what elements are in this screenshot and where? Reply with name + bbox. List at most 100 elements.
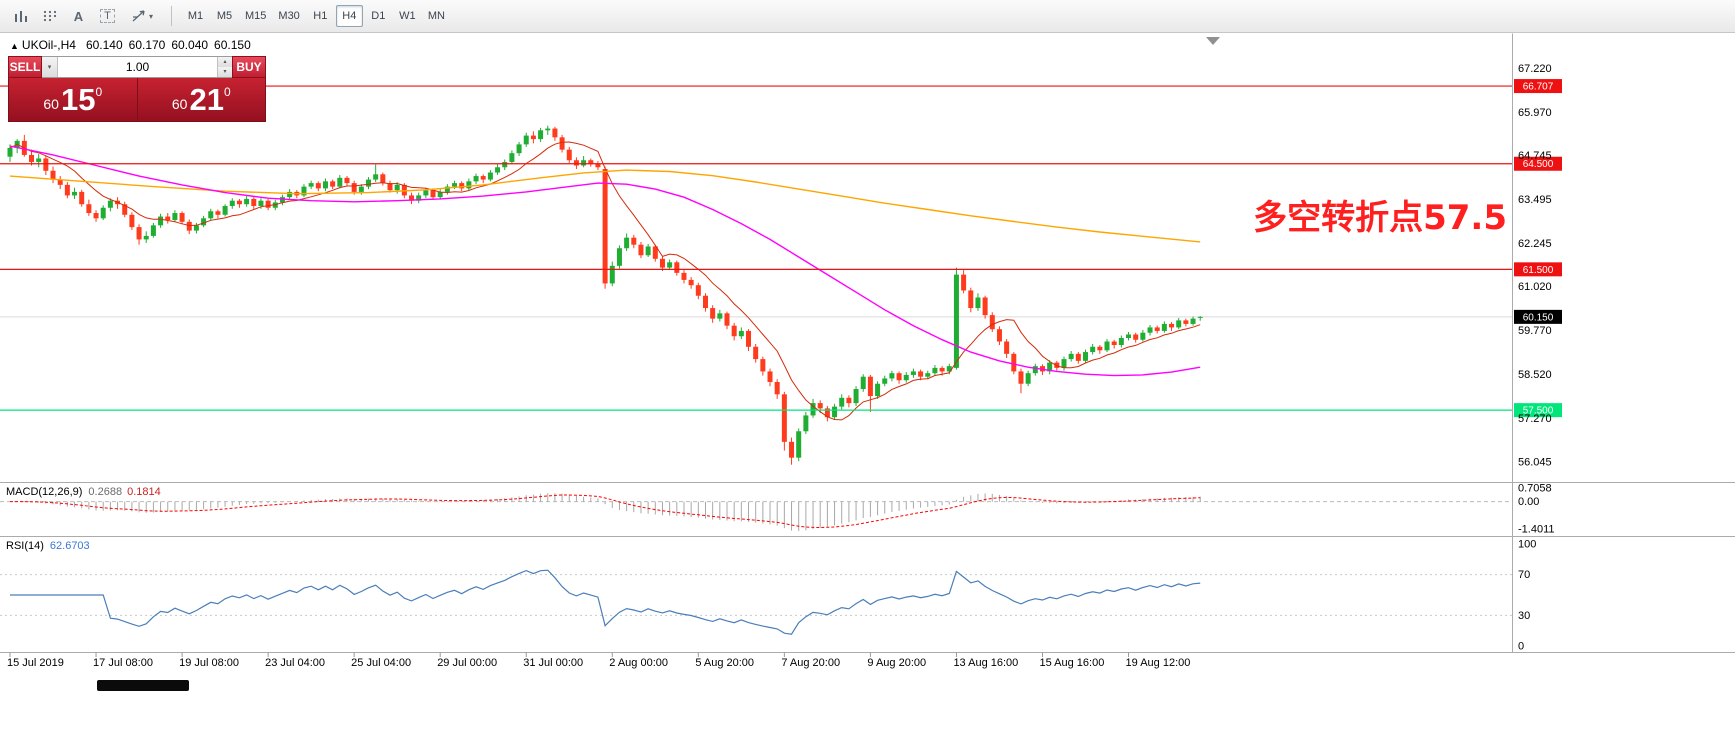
- indicators-grid-icon: [42, 8, 58, 24]
- volume-input[interactable]: [58, 57, 217, 77]
- svg-text:15 Aug 16:00: 15 Aug 16:00: [1039, 657, 1104, 669]
- svg-text:63.495: 63.495: [1518, 194, 1552, 206]
- buy-price-big: 21: [189, 82, 224, 117]
- buy-button[interactable]: BUY: [232, 56, 266, 78]
- rsi-pane: 100 70 30 0: [0, 539, 1536, 653]
- hline-price-tag: [1514, 156, 1562, 171]
- svg-text:7 Aug 20:00: 7 Aug 20:00: [781, 657, 840, 669]
- current-price-tag: [1514, 309, 1562, 324]
- svg-text:64.500: 64.500: [1523, 159, 1554, 170]
- candles-layer: [7, 125, 1203, 465]
- low-value: 60.040: [171, 38, 209, 52]
- svg-text:56.045: 56.045: [1518, 456, 1552, 468]
- bar-chart-button[interactable]: [7, 4, 34, 28]
- ma-slow-line: [9, 169, 1201, 243]
- high-value: 60.170: [128, 38, 166, 52]
- volume-dropdown-button[interactable]: ▾: [42, 57, 58, 77]
- svg-text:5 Aug 20:00: 5 Aug 20:00: [695, 657, 754, 669]
- hline-price-tag: [1514, 262, 1562, 277]
- buy-price[interactable]: 60 21 0: [138, 78, 266, 121]
- timeframe-h1[interactable]: H1: [307, 5, 334, 27]
- rsi-label: RSI(14) 62.6703: [6, 540, 90, 552]
- timeframe-w1[interactable]: W1: [394, 5, 421, 27]
- svg-text:9 Aug 20:00: 9 Aug 20:00: [867, 657, 926, 669]
- timeframe-m5[interactable]: M5: [211, 5, 238, 27]
- one-click-trading-panel: SELL ▾ ▴ ▾ BUY 60 15 0 60 21 0: [8, 56, 266, 122]
- buy-price-small: 60: [171, 95, 188, 112]
- svg-text:58.520: 58.520: [1518, 369, 1552, 381]
- svg-text:100: 100: [1518, 539, 1536, 551]
- collapse-arrow-icon[interactable]: ▲: [10, 41, 19, 51]
- svg-text:64.745: 64.745: [1518, 150, 1552, 162]
- svg-text:19 Jul 08:00: 19 Jul 08:00: [179, 657, 239, 669]
- trade-panel-prices: 60 15 0 60 21 0: [8, 78, 266, 122]
- symbol-ohlc-line: ▲ UKOil-,H4 60.140 60.170 60.040 60.150: [10, 38, 257, 52]
- chart-shift-marker: [1206, 37, 1220, 45]
- drawing-tools-button[interactable]: ▾: [123, 4, 161, 28]
- sell-price-big: 15: [60, 82, 96, 117]
- svg-text:60.150: 60.150: [1523, 312, 1554, 323]
- svg-text:30: 30: [1518, 610, 1530, 622]
- timeframe-h4[interactable]: H4: [335, 5, 363, 27]
- text-label-icon: T: [100, 9, 115, 23]
- buy-price-sup: 0: [223, 85, 231, 99]
- macd-label: MACD(12,26,9) 0.2688 0.1814: [6, 486, 161, 498]
- svg-text:65.970: 65.970: [1518, 107, 1552, 119]
- timeframe-m15[interactable]: M15: [240, 5, 271, 27]
- hline-price-tag: [1514, 79, 1562, 94]
- bottom-black-bar: [97, 680, 189, 691]
- volume-group: ▾ ▴ ▾: [42, 56, 232, 78]
- sell-price[interactable]: 60 15 0: [9, 78, 137, 121]
- hline-price-tag: [1514, 403, 1562, 418]
- pane-borders: [0, 33, 1735, 653]
- svg-text:23 Jul 04:00: 23 Jul 04:00: [265, 657, 325, 669]
- svg-text:57.270: 57.270: [1518, 413, 1552, 425]
- time-axis: 15 Jul 2019 17 Jul 08:00 19 Jul 08:00 23 Ju…: [7, 652, 1190, 669]
- svg-text:62.245: 62.245: [1518, 238, 1552, 250]
- text-label-button[interactable]: T: [94, 4, 121, 28]
- timeframe-mn[interactable]: MN: [423, 5, 450, 27]
- svg-text:0.00: 0.00: [1518, 496, 1539, 508]
- chevron-down-icon: ▾: [47, 64, 52, 71]
- top-toolbar: A T ▾ M1 M5 M15 M30 H1 H4 D1 W1 MN: [0, 0, 1735, 33]
- drawing-tools-icon: [131, 8, 147, 24]
- text-a-icon: A: [73, 8, 84, 24]
- trade-panel-top-row: SELL ▾ ▴ ▾ BUY: [8, 56, 266, 78]
- svg-text:59.770: 59.770: [1518, 325, 1552, 337]
- cursor-a-button[interactable]: A: [65, 4, 92, 28]
- sell-price-small: 60: [43, 95, 59, 112]
- timeframe-d1[interactable]: D1: [365, 5, 392, 27]
- main-pane: 66.707 64.500 61.500 57.500 60.150 67.220 65.9…: [0, 37, 1562, 468]
- svg-text:67.220: 67.220: [1518, 63, 1552, 75]
- svg-text:66.707: 66.707: [1523, 82, 1554, 93]
- volume-stepper: ▴ ▾: [217, 57, 232, 77]
- timeframe-m1[interactable]: M1: [182, 5, 209, 27]
- svg-text:25 Jul 04:00: 25 Jul 04:00: [351, 657, 411, 669]
- svg-text:2 Aug 00:00: 2 Aug 00:00: [609, 657, 668, 669]
- volume-decrease-button[interactable]: ▾: [217, 67, 232, 77]
- open-value: 60.140: [85, 38, 123, 52]
- macd-pane: 0.7058 0.00 -1.4011: [0, 482, 1555, 536]
- svg-text:70: 70: [1518, 569, 1530, 581]
- chart-annotation-text: 多空转折点57.5: [1253, 198, 1507, 238]
- close-value: 60.150: [214, 38, 251, 52]
- svg-text:-1.4011: -1.4011: [1518, 524, 1555, 536]
- svg-text:17 Jul 08:00: 17 Jul 08:00: [93, 657, 153, 669]
- toolbar-separator: [171, 6, 172, 26]
- sell-button[interactable]: SELL: [8, 56, 42, 78]
- sell-price-sup: 0: [95, 85, 103, 99]
- macd-signal-line: [10, 494, 1201, 529]
- rsi-name: RSI(14): [6, 540, 44, 552]
- macd-signal-value: 0.1814: [127, 486, 161, 498]
- svg-text:13 Aug 16:00: 13 Aug 16:00: [953, 657, 1018, 669]
- svg-text:29 Jul 00:00: 29 Jul 00:00: [437, 657, 497, 669]
- svg-text:31 Jul 00:00: 31 Jul 00:00: [523, 657, 583, 669]
- macd-main-value: 0.2688: [88, 486, 123, 498]
- price-divider: [136, 78, 138, 121]
- indicators-grid-button[interactable]: [36, 4, 63, 28]
- volume-increase-button[interactable]: ▴: [217, 57, 232, 67]
- svg-text:0: 0: [1518, 641, 1524, 653]
- ma-mid-line: [9, 145, 1201, 377]
- timeframe-m30[interactable]: M30: [273, 5, 304, 27]
